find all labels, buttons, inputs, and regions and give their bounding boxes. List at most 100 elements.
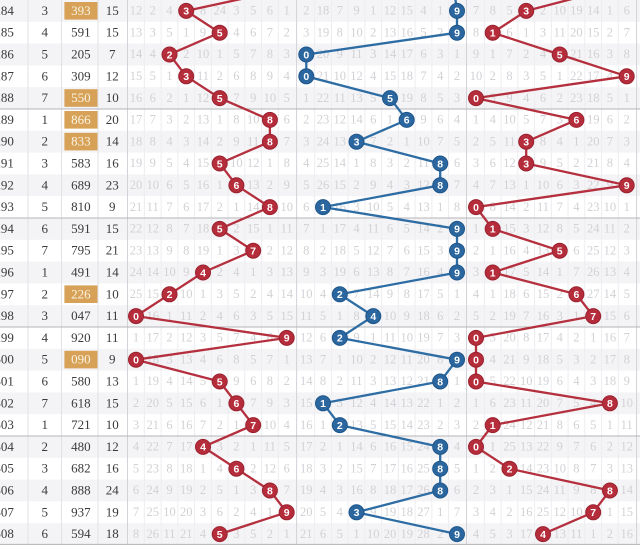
svg-text:18: 18 <box>130 134 143 148</box>
svg-text:10: 10 <box>106 286 119 301</box>
svg-text:12: 12 <box>520 418 533 432</box>
svg-text:1: 1 <box>607 418 613 432</box>
svg-text:26: 26 <box>587 265 600 279</box>
svg-text:301: 301 <box>0 374 14 389</box>
svg-text:19: 19 <box>146 374 159 388</box>
svg-text:2: 2 <box>337 374 343 388</box>
svg-text:3: 3 <box>490 91 496 105</box>
svg-text:4: 4 <box>200 267 206 279</box>
svg-text:9: 9 <box>166 243 172 257</box>
svg-text:19: 19 <box>417 331 430 345</box>
svg-text:5: 5 <box>454 461 460 475</box>
svg-text:25: 25 <box>537 505 550 519</box>
svg-text:2: 2 <box>267 178 273 192</box>
svg-text:3: 3 <box>42 461 49 476</box>
svg-text:18: 18 <box>400 505 413 519</box>
svg-text:2: 2 <box>233 505 239 519</box>
svg-text:7: 7 <box>109 47 116 62</box>
svg-text:15: 15 <box>106 25 119 40</box>
svg-text:6: 6 <box>607 113 613 127</box>
svg-text:18: 18 <box>587 91 600 105</box>
svg-text:23: 23 <box>537 461 550 475</box>
svg-text:288: 288 <box>0 90 14 105</box>
svg-text:23: 23 <box>317 113 330 127</box>
svg-text:22: 22 <box>503 374 516 388</box>
svg-text:2: 2 <box>573 331 579 345</box>
svg-text:17: 17 <box>334 222 347 236</box>
svg-text:3: 3 <box>370 47 376 61</box>
svg-text:1: 1 <box>454 374 460 388</box>
svg-text:491: 491 <box>71 265 91 280</box>
svg-text:047: 047 <box>71 308 91 323</box>
svg-text:10: 10 <box>350 352 363 366</box>
svg-text:293: 293 <box>0 199 14 214</box>
svg-text:2: 2 <box>42 134 49 149</box>
svg-text:14: 14 <box>587 4 600 18</box>
svg-text:689: 689 <box>71 177 91 192</box>
svg-text:2: 2 <box>337 289 343 301</box>
svg-text:6: 6 <box>183 200 189 214</box>
svg-text:2: 2 <box>167 49 173 61</box>
svg-text:18: 18 <box>384 483 397 497</box>
svg-text:24: 24 <box>146 483 159 497</box>
svg-text:583: 583 <box>71 156 91 171</box>
svg-text:9: 9 <box>353 331 359 345</box>
svg-text:2: 2 <box>437 25 443 39</box>
svg-text:5: 5 <box>353 243 359 257</box>
svg-text:5: 5 <box>284 91 290 105</box>
svg-text:13: 13 <box>146 243 159 257</box>
svg-text:1: 1 <box>133 331 139 345</box>
svg-text:3: 3 <box>303 134 309 148</box>
svg-text:14: 14 <box>367 287 380 301</box>
svg-text:0: 0 <box>473 442 479 454</box>
svg-text:8: 8 <box>250 69 256 83</box>
svg-text:1: 1 <box>284 4 290 18</box>
svg-text:1: 1 <box>337 440 343 454</box>
svg-text:9: 9 <box>250 91 256 105</box>
svg-text:20: 20 <box>146 396 159 410</box>
svg-text:12: 12 <box>280 243 293 257</box>
svg-text:7: 7 <box>607 134 613 148</box>
svg-text:17: 17 <box>400 483 413 497</box>
svg-text:6: 6 <box>320 331 326 345</box>
svg-text:8: 8 <box>420 91 426 105</box>
svg-text:8: 8 <box>437 158 443 170</box>
svg-text:5: 5 <box>267 309 273 323</box>
svg-text:920: 920 <box>71 330 91 345</box>
svg-text:3: 3 <box>454 91 460 105</box>
svg-text:9: 9 <box>200 25 206 39</box>
svg-text:19: 19 <box>334 265 347 279</box>
svg-text:7: 7 <box>150 113 156 127</box>
svg-text:1: 1 <box>624 91 630 105</box>
svg-text:8: 8 <box>490 200 496 214</box>
svg-text:8: 8 <box>540 134 546 148</box>
svg-text:7: 7 <box>42 395 49 410</box>
svg-text:9: 9 <box>183 265 189 279</box>
svg-text:16: 16 <box>537 309 550 323</box>
svg-text:4: 4 <box>217 461 224 475</box>
svg-text:591: 591 <box>71 221 91 236</box>
svg-text:20: 20 <box>570 25 583 39</box>
svg-text:4: 4 <box>353 222 360 236</box>
svg-text:294: 294 <box>0 221 14 236</box>
svg-text:1: 1 <box>523 178 529 192</box>
svg-text:1: 1 <box>387 113 393 127</box>
svg-text:937: 937 <box>71 504 91 519</box>
svg-text:11: 11 <box>503 134 515 148</box>
svg-text:9: 9 <box>284 333 290 345</box>
svg-text:17: 17 <box>417 287 430 301</box>
svg-text:3: 3 <box>217 287 223 301</box>
svg-text:3: 3 <box>303 25 309 39</box>
svg-text:20: 20 <box>130 178 143 192</box>
svg-text:4: 4 <box>233 265 240 279</box>
svg-text:2: 2 <box>507 464 513 476</box>
svg-text:17: 17 <box>146 331 159 345</box>
svg-text:1: 1 <box>454 287 460 301</box>
svg-text:7: 7 <box>166 440 172 454</box>
svg-text:2: 2 <box>387 134 393 148</box>
svg-text:10: 10 <box>470 69 483 83</box>
svg-text:27: 27 <box>587 287 600 301</box>
svg-text:7: 7 <box>353 287 359 301</box>
svg-text:24: 24 <box>130 265 143 279</box>
svg-text:1: 1 <box>590 527 596 541</box>
